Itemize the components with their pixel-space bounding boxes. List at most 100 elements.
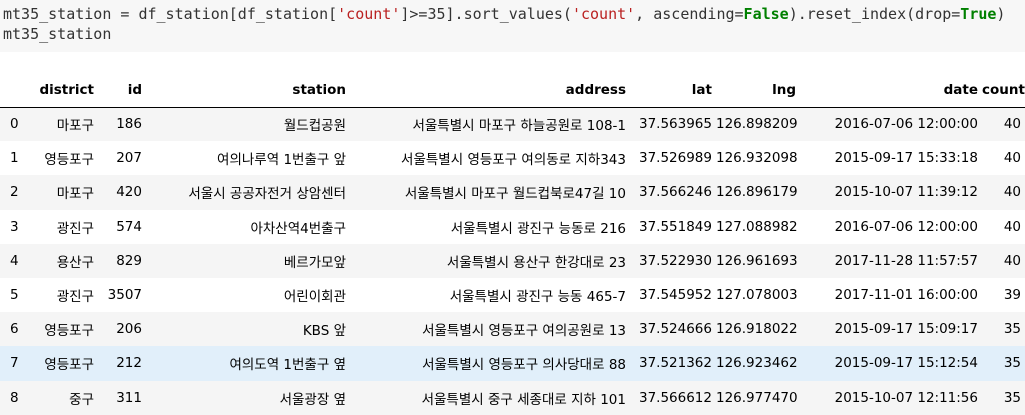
cell-count: 40	[1003, 116, 1021, 133]
cell-lng: 126.977470	[716, 389, 798, 406]
cell-date: 2015-10-07 12:11:56	[834, 389, 978, 406]
cell-district: 중구	[69, 391, 94, 408]
cell-station: 베르가모앞	[283, 254, 346, 271]
cell-date: 2017-11-01 16:00:00	[834, 287, 978, 304]
cell-date: 2016-07-06 12:00:00	[834, 218, 978, 235]
cell-address: 서울특별시 마포구 월드컵북로47길 10	[404, 186, 626, 203]
cell-date: 2017-11-28 11:57:57	[834, 252, 978, 269]
column-header-lat: lat	[691, 82, 712, 99]
cell-id: 186	[116, 116, 142, 133]
table-header-row: district id station address lat lng date count	[0, 74, 1025, 107]
cell-date: 2015-10-07 11:39:12	[834, 184, 978, 201]
row-index: 7	[10, 355, 19, 372]
cell-address: 서울특별시 영등포구 여의동로 지하343	[401, 152, 626, 169]
cell-district: 영등포구	[44, 152, 94, 169]
cell-count: 40	[1003, 218, 1021, 235]
cell-lat: 37.545952	[638, 287, 712, 304]
cell-lng: 126.896179	[716, 184, 798, 201]
cell-date: 2015-09-17 15:09:17	[834, 321, 978, 338]
row-index: 1	[10, 150, 19, 167]
column-header-date: date	[943, 82, 978, 99]
table-row: 6 영등포구 206 KBS 앞 서울특별시 영등포구 여의공원로 13 37.52466…	[0, 312, 1025, 347]
table-row: 0 마포구 186 월드컵공원 서울특별시 마포구 하늘공원로 108-1 37.5639…	[0, 107, 1025, 142]
code-text: ]>=35].sort_values(	[400, 5, 572, 23]
table-body: 0 마포구 186 월드컵공원 서울특별시 마포구 하늘공원로 108-1 37.5639…	[0, 107, 1025, 415]
cell-station: 월드컵공원	[283, 118, 346, 135]
row-index: 6	[10, 321, 19, 338]
code-keyword: True	[960, 5, 997, 23]
cell-address: 서울특별시 중구 세종대로 지하 101	[421, 391, 626, 408]
row-index: 5	[10, 287, 19, 304]
code-text: , ascending=	[635, 5, 744, 23]
column-header-address: address	[565, 82, 626, 99]
cell-address: 서울특별시 영등포구 여의공원로 13	[422, 323, 626, 340]
column-header-district: district	[39, 82, 94, 99]
cell-id: 420	[116, 184, 142, 201]
row-index: 4	[10, 252, 19, 269]
code-cell[interactable]: mt35_station = df_station[df_station['co…	[0, 0, 1025, 52]
code-line-2: mt35_station	[3, 25, 112, 43]
cell-lng: 127.088982	[716, 218, 798, 235]
cell-lat: 37.526989	[638, 150, 712, 167]
table-row: 1 영등포구 207 여의나루역 1번출구 앞 서울특별시 영등포구 여의동로 지하34…	[0, 141, 1025, 176]
code-string: 'count'	[337, 5, 401, 23]
cell-date: 2016-07-06 12:00:00	[834, 116, 978, 133]
cell-id: 574	[116, 218, 142, 235]
cell-lat: 37.566246	[638, 184, 712, 201]
cell-count: 40	[1003, 184, 1021, 201]
cell-station: 서울광장 옆	[279, 391, 346, 408]
code-string: 'count'	[571, 5, 636, 23]
cell-district: 광진구	[56, 289, 94, 306]
cell-date: 2015-09-17 15:33:18	[834, 150, 978, 167]
code-text: )	[996, 5, 1006, 23]
cell-lng: 126.898209	[716, 116, 798, 133]
row-index: 8	[10, 389, 19, 406]
table-row: 7 영등포구 212 여의도역 1번출구 옆 서울특별시 영등포구 의사당대로 88 37…	[0, 346, 1025, 381]
cell-id: 311	[116, 389, 142, 406]
cell-station: 여의나루역 1번출구 앞	[217, 152, 346, 169]
row-index: 2	[10, 184, 19, 201]
dataframe-output-table: district id station address lat lng date count …	[0, 74, 1025, 415]
cell-lng: 126.918022	[716, 321, 798, 338]
cell-id: 207	[116, 150, 142, 167]
row-index: 3	[10, 218, 19, 235]
cell-station: 서울시 공공자전거 상암센터	[188, 186, 346, 203]
cell-district: 영등포구	[44, 357, 94, 374]
cell-lng: 127.078003	[716, 287, 798, 304]
cell-district: 영등포구	[44, 323, 94, 340]
cell-address: 서울특별시 영등포구 의사당대로 88	[422, 357, 626, 374]
cell-count: 35	[1003, 355, 1021, 372]
cell-district: 용산구	[56, 254, 94, 271]
cell-address: 서울특별시 용산구 한강대로 23	[446, 254, 626, 271]
cell-lat: 37.563965	[638, 116, 712, 133]
cell-lat: 37.551849	[638, 218, 712, 235]
cell-date: 2015-09-17 15:12:54	[834, 355, 978, 372]
table-row: 8 중구 311 서울광장 옆 서울특별시 중구 세종대로 지하 101 37.56661…	[0, 380, 1025, 415]
cell-address: 서울특별시 광진구 능동 465-7	[449, 289, 626, 306]
cell-count: 40	[1003, 150, 1021, 167]
code-keyword: False	[743, 5, 789, 23]
table-row: 3 광진구 574 아차산역4번출구 서울특별시 광진구 능동로 216 37.55184…	[0, 209, 1025, 244]
cell-station: KBS 앞	[302, 323, 346, 340]
table-row: 4 용산구 829 베르가모앞 서울특별시 용산구 한강대로 23 37.522930 12…	[0, 243, 1025, 278]
table-row: 2 마포구 420 서울시 공공자전거 상암센터 서울특별시 마포구 월드컵북로47길 …	[0, 175, 1025, 210]
cell-id: 206	[116, 321, 142, 338]
cell-district: 광진구	[56, 220, 94, 237]
cell-lng: 126.932098	[716, 150, 798, 167]
code-line-1: mt35_station = df_station[df_station['co…	[3, 4, 1005, 24]
cell-count: 35	[1003, 321, 1021, 338]
cell-lng: 126.923462	[716, 355, 798, 372]
index-header	[0, 74, 30, 107]
cell-lat: 37.521362	[638, 355, 712, 372]
cell-lat: 37.522930	[638, 252, 712, 269]
cell-id: 3507	[107, 287, 142, 304]
cell-id: 212	[116, 355, 142, 372]
column-header-lng: lng	[772, 82, 796, 99]
table-row: 5 광진구 3507 어린이회관 서울특별시 광진구 능동 465-7 37.545952…	[0, 277, 1025, 313]
cell-address: 서울특별시 마포구 하늘공원로 108-1	[412, 118, 626, 135]
column-header-count: count	[982, 82, 1025, 99]
cell-lat: 37.566612	[638, 389, 712, 406]
cell-lng: 126.961693	[716, 252, 798, 269]
code-text: mt35_station = df_station[df_station[	[3, 5, 338, 23]
cell-district: 마포구	[56, 118, 94, 135]
